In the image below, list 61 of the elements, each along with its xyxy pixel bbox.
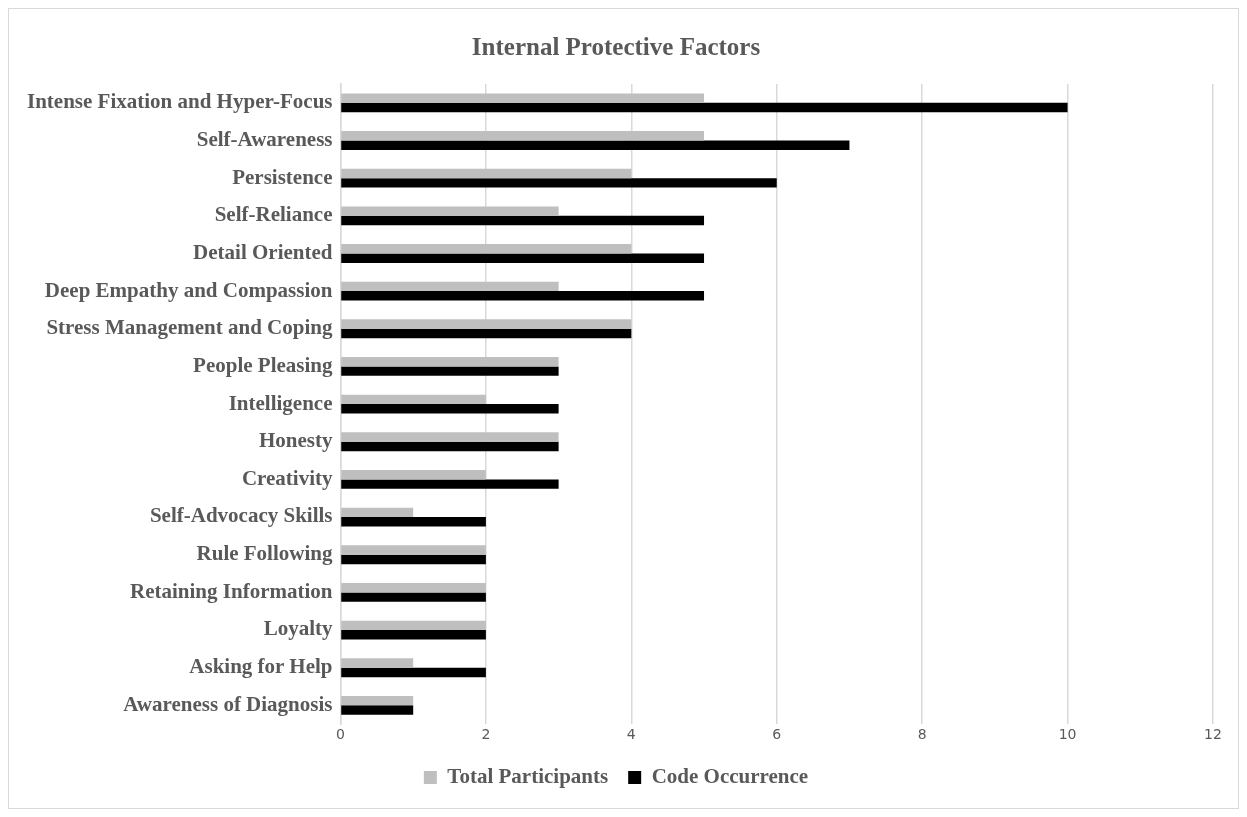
bar	[341, 319, 632, 329]
bar	[341, 206, 559, 216]
x-tick-label: 0	[336, 726, 345, 743]
y-tick-label: Intelligence	[228, 390, 333, 415]
legend-label: Total Participants	[447, 763, 609, 788]
bar	[341, 394, 486, 405]
bar	[341, 432, 559, 442]
y-tick-label: Honesty	[258, 428, 333, 453]
x-tick-label: 12	[1204, 726, 1222, 743]
x-tick-label: 6	[772, 726, 782, 743]
y-tick-label: Detail Oriented	[193, 239, 333, 264]
bar	[341, 630, 486, 640]
y-tick-label: Self-Awareness	[196, 126, 333, 151]
x-tick-label: 4	[626, 726, 636, 743]
y-tick-label: Awareness of Diagnosis	[123, 691, 333, 716]
y-tick-label: Retaining Information	[130, 578, 333, 603]
bar	[341, 168, 632, 179]
x-tick-label: 10	[1058, 726, 1077, 743]
bar	[341, 93, 705, 103]
y-tick-label: Self-Reliance	[214, 202, 333, 227]
bar	[341, 244, 632, 254]
x-tick-label: 2	[481, 726, 491, 743]
y-tick-label: Persistence	[232, 164, 333, 189]
bar	[341, 658, 414, 668]
chart-title: Internal Protective Factors	[471, 33, 761, 61]
bar	[341, 582, 486, 593]
y-tick-label: Self-Advocacy Skills	[149, 503, 333, 528]
bar	[341, 281, 559, 292]
bar	[341, 441, 559, 452]
bar	[341, 131, 705, 141]
bar	[341, 517, 486, 527]
bar	[341, 404, 559, 414]
y-tick-label: Creativity	[241, 465, 333, 490]
legend-label: Code Occurrence	[651, 763, 809, 788]
bar	[341, 215, 705, 226]
bar	[341, 705, 414, 715]
y-tick-label: Intense Fixation and Hyper-Focus	[27, 89, 333, 114]
y-tick-label: Asking for Help	[189, 654, 333, 679]
bar	[341, 366, 559, 376]
bar	[341, 140, 850, 150]
bar	[341, 554, 486, 565]
bar	[341, 545, 486, 555]
bar	[341, 357, 559, 367]
bar	[341, 253, 705, 263]
y-tick-label: Loyalty	[263, 616, 333, 641]
y-tick-label: People Pleasing	[193, 352, 333, 377]
bar	[341, 291, 705, 301]
bar	[341, 667, 486, 678]
x-tick-label: 8	[917, 726, 927, 743]
bar	[341, 592, 486, 602]
y-tick-label: Stress Management and Coping	[46, 315, 333, 340]
bar	[341, 620, 486, 631]
y-tick-label: Rule Following	[196, 541, 333, 566]
bar	[341, 470, 486, 480]
y-tick-label: Deep Empathy and Compassion	[44, 277, 333, 302]
bar	[341, 102, 1068, 113]
bar	[341, 479, 559, 489]
bar	[341, 178, 777, 188]
bar	[341, 328, 632, 339]
bar	[341, 507, 414, 518]
bar	[341, 695, 414, 706]
